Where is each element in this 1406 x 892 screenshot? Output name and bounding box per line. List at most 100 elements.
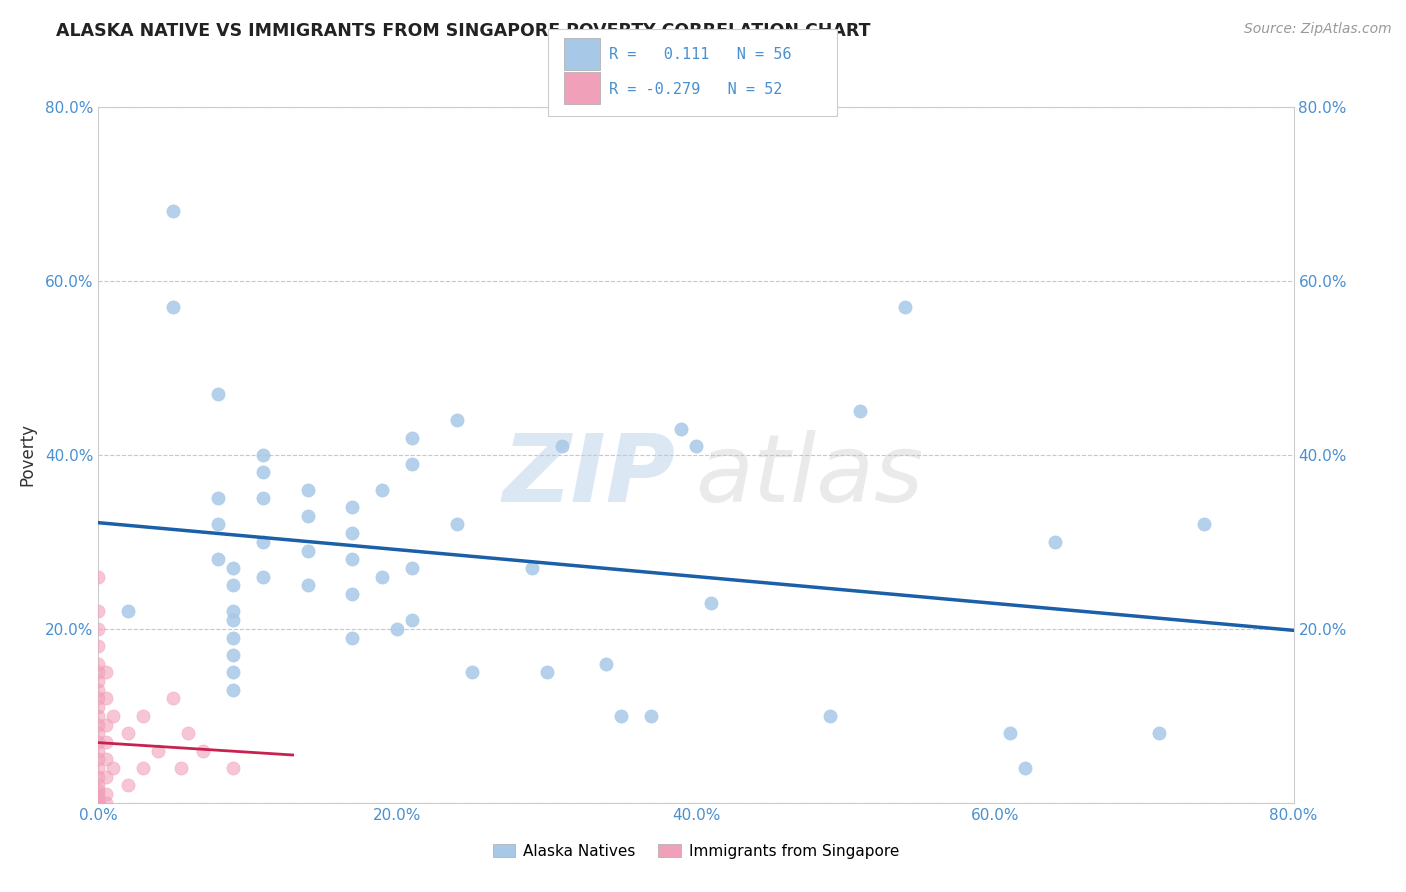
Point: [87, 770, 110, 784]
Point: [342, 526, 364, 541]
Point: [87, 605, 110, 619]
Point: [222, 613, 245, 627]
Text: R = -0.279   N = 52: R = -0.279 N = 52: [609, 82, 782, 97]
Point: [1147, 726, 1170, 740]
Point: [371, 570, 394, 584]
Point: [297, 578, 319, 592]
Point: [87, 674, 110, 689]
Point: [87, 752, 110, 766]
Point: [177, 726, 200, 740]
Point: [94, 796, 117, 810]
Point: [207, 517, 229, 532]
Point: [94, 770, 117, 784]
Point: [87, 791, 110, 805]
Point: [520, 561, 543, 575]
Y-axis label: Poverty: Poverty: [18, 424, 37, 486]
Point: [87, 796, 110, 810]
Point: [191, 744, 214, 758]
Point: [207, 491, 229, 506]
Point: [610, 708, 633, 723]
Point: [169, 761, 191, 775]
Text: atlas: atlas: [696, 430, 924, 521]
Point: [297, 483, 319, 497]
Point: [222, 561, 245, 575]
Point: [94, 735, 117, 749]
Point: [207, 552, 229, 566]
Point: [685, 439, 707, 453]
Point: [297, 543, 319, 558]
Point: [252, 570, 274, 584]
Point: [117, 778, 139, 792]
Point: [87, 761, 110, 775]
Text: ALASKA NATIVE VS IMMIGRANTS FROM SINGAPORE POVERTY CORRELATION CHART: ALASKA NATIVE VS IMMIGRANTS FROM SINGAPO…: [56, 22, 870, 40]
Point: [148, 744, 170, 758]
Point: [222, 648, 245, 662]
Point: [87, 726, 110, 740]
Point: [446, 517, 468, 532]
Point: [117, 605, 139, 619]
Point: [252, 448, 274, 462]
Point: [252, 491, 274, 506]
Point: [222, 761, 245, 775]
Point: [1014, 761, 1036, 775]
Point: [87, 665, 110, 680]
Point: [87, 782, 110, 797]
Point: [87, 796, 110, 810]
Text: ZIP: ZIP: [502, 430, 675, 522]
Text: R =   0.111   N = 56: R = 0.111 N = 56: [609, 47, 792, 62]
Point: [342, 552, 364, 566]
Point: [94, 665, 117, 680]
Point: [132, 761, 155, 775]
Point: [342, 631, 364, 645]
Point: [87, 657, 110, 671]
Point: [297, 508, 319, 523]
Point: [162, 204, 184, 219]
Point: [87, 691, 110, 706]
Point: [103, 761, 125, 775]
Point: [87, 744, 110, 758]
Point: [222, 605, 245, 619]
Point: [94, 717, 117, 731]
Point: [252, 534, 274, 549]
Point: [461, 665, 484, 680]
Point: [401, 431, 423, 445]
Point: [595, 657, 617, 671]
Point: [894, 300, 917, 314]
Point: [342, 500, 364, 514]
Point: [87, 796, 110, 810]
Point: [401, 613, 423, 627]
Point: [103, 708, 125, 723]
Point: [87, 796, 110, 810]
Point: [207, 387, 229, 401]
Point: [222, 682, 245, 697]
Point: [222, 665, 245, 680]
Point: [87, 622, 110, 636]
Point: [1043, 534, 1066, 549]
Point: [536, 665, 558, 680]
Point: [117, 726, 139, 740]
Point: [87, 787, 110, 801]
Point: [94, 787, 117, 801]
Point: [87, 700, 110, 714]
Legend: Alaska Natives, Immigrants from Singapore: Alaska Natives, Immigrants from Singapor…: [486, 838, 905, 864]
Text: Source: ZipAtlas.com: Source: ZipAtlas.com: [1244, 22, 1392, 37]
Point: [1192, 517, 1215, 532]
Point: [87, 796, 110, 810]
Point: [401, 457, 423, 471]
Point: [87, 708, 110, 723]
Point: [820, 708, 842, 723]
Point: [669, 422, 692, 436]
Point: [222, 631, 245, 645]
Point: [700, 596, 723, 610]
Point: [550, 439, 572, 453]
Point: [342, 587, 364, 601]
Point: [446, 413, 468, 427]
Point: [87, 796, 110, 810]
Point: [87, 639, 110, 653]
Point: [998, 726, 1021, 740]
Point: [640, 708, 662, 723]
Point: [87, 717, 110, 731]
Point: [222, 578, 245, 592]
Point: [87, 796, 110, 810]
Point: [87, 796, 110, 810]
